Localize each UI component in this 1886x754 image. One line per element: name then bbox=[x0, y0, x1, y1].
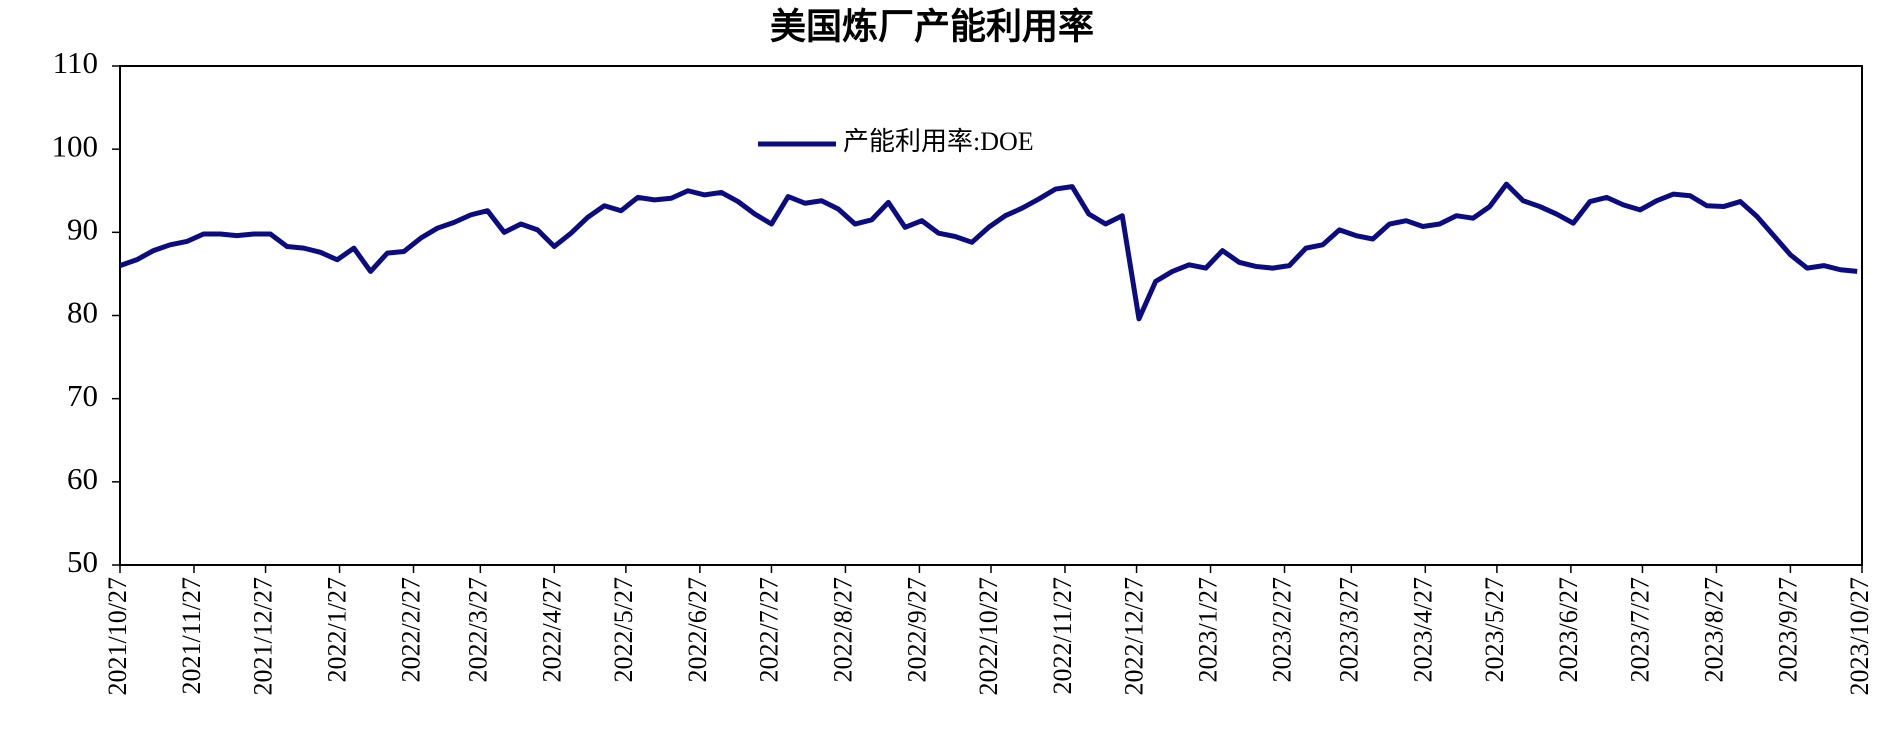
y-tick-label: 80 bbox=[67, 295, 98, 330]
x-tick-label: 2023/4/27 bbox=[1408, 577, 1437, 682]
x-tick-label: 2022/1/27 bbox=[323, 577, 352, 682]
x-tick-label: 2022/8/27 bbox=[828, 577, 857, 682]
y-tick-label: 100 bbox=[52, 128, 99, 163]
y-tick-label: 60 bbox=[67, 461, 98, 496]
x-tick-label: 2023/6/27 bbox=[1554, 577, 1583, 682]
x-tick-label: 2023/9/27 bbox=[1773, 577, 1802, 682]
x-tick-label: 2023/2/27 bbox=[1267, 577, 1296, 682]
x-tick-label: 2023/5/27 bbox=[1480, 577, 1509, 682]
x-tick-label: 2023/1/27 bbox=[1194, 577, 1223, 682]
x-tick-label: 2022/12/27 bbox=[1120, 577, 1149, 695]
x-tick-label: 2021/10/27 bbox=[103, 577, 132, 695]
y-tick-label: 110 bbox=[53, 45, 98, 80]
y-tick-label: 70 bbox=[67, 378, 98, 413]
x-tick-label: 2022/11/27 bbox=[1048, 577, 1077, 694]
x-tick-label: 2022/9/27 bbox=[902, 577, 931, 682]
x-tick-label: 2022/3/27 bbox=[463, 577, 492, 682]
x-tick-label: 2021/11/27 bbox=[177, 577, 206, 694]
x-tick-label: 2022/4/27 bbox=[537, 577, 566, 682]
x-tick-label: 2022/7/27 bbox=[754, 577, 783, 682]
x-tick-label: 2022/2/27 bbox=[396, 577, 425, 682]
x-tick-label: 2023/3/27 bbox=[1334, 577, 1363, 682]
x-tick-label: 2023/10/27 bbox=[1845, 577, 1874, 695]
y-tick-label: 50 bbox=[67, 544, 98, 579]
legend-label: 产能利用率:DOE bbox=[843, 127, 1034, 156]
data-line bbox=[119, 181, 1858, 322]
x-tick-label: 2022/5/27 bbox=[609, 577, 638, 682]
x-tick-label: 2023/7/27 bbox=[1625, 577, 1654, 682]
x-tick-label: 2022/6/27 bbox=[683, 577, 712, 682]
x-tick-label: 2023/8/27 bbox=[1699, 577, 1728, 682]
y-tick-label: 90 bbox=[67, 211, 98, 246]
chart-title: 美国炼厂产能利用率 bbox=[770, 6, 1094, 46]
x-tick-label: 2021/12/27 bbox=[249, 577, 278, 695]
x-tick-label: 2022/10/27 bbox=[974, 577, 1003, 695]
